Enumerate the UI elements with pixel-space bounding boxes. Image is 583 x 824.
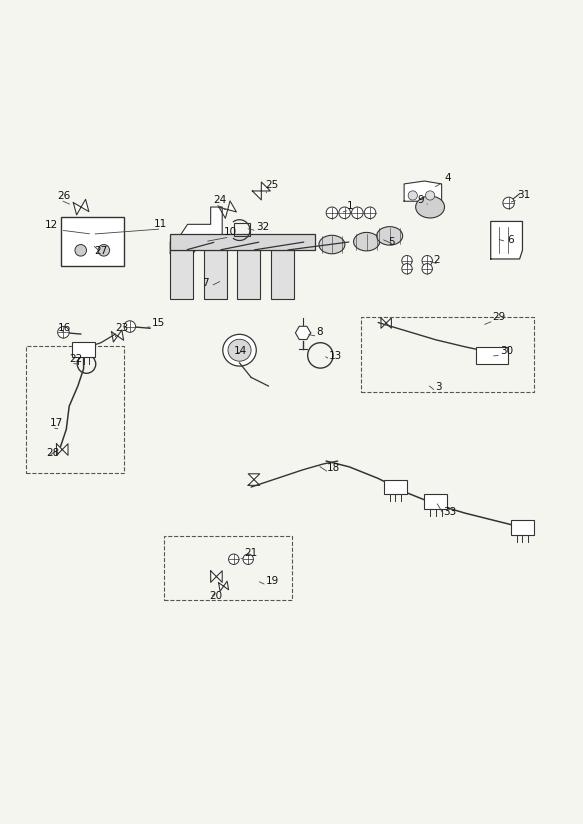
Text: 12: 12 — [44, 220, 58, 231]
Polygon shape — [111, 330, 124, 342]
Circle shape — [426, 191, 435, 200]
Bar — [384, 480, 407, 494]
Text: 33: 33 — [443, 507, 456, 517]
Circle shape — [503, 197, 514, 208]
Polygon shape — [404, 181, 442, 201]
Bar — [170, 234, 315, 250]
Circle shape — [422, 255, 433, 266]
Text: 22: 22 — [69, 354, 82, 364]
Polygon shape — [248, 474, 260, 485]
Polygon shape — [170, 207, 222, 253]
Bar — [476, 347, 508, 364]
Polygon shape — [219, 201, 236, 218]
Circle shape — [402, 255, 412, 266]
Text: 24: 24 — [213, 195, 227, 205]
Text: 9: 9 — [417, 195, 424, 205]
Circle shape — [229, 554, 239, 564]
Polygon shape — [210, 571, 222, 583]
Circle shape — [422, 264, 433, 274]
Circle shape — [326, 207, 338, 218]
Bar — [72, 343, 95, 357]
Bar — [424, 494, 447, 508]
Bar — [271, 250, 294, 299]
Text: 11: 11 — [154, 219, 167, 229]
Ellipse shape — [223, 335, 257, 366]
Text: 29: 29 — [493, 311, 505, 321]
Text: 31: 31 — [517, 190, 530, 200]
Circle shape — [402, 264, 412, 274]
Circle shape — [352, 207, 363, 218]
Text: 8: 8 — [317, 327, 323, 337]
Text: 15: 15 — [152, 318, 165, 328]
Text: 17: 17 — [50, 419, 64, 428]
Circle shape — [408, 191, 417, 200]
Text: 14: 14 — [234, 346, 247, 356]
Circle shape — [339, 207, 350, 218]
Text: 23: 23 — [115, 323, 129, 333]
Text: 20: 20 — [209, 591, 223, 601]
Circle shape — [98, 245, 110, 256]
Bar — [203, 250, 227, 299]
Text: 30: 30 — [501, 346, 514, 356]
Text: 7: 7 — [202, 279, 209, 288]
Ellipse shape — [319, 236, 345, 254]
Bar — [170, 250, 194, 299]
Polygon shape — [381, 318, 391, 328]
Ellipse shape — [353, 232, 380, 250]
Circle shape — [58, 326, 69, 338]
Text: 26: 26 — [58, 191, 71, 201]
Bar — [511, 520, 534, 535]
Text: 10: 10 — [223, 227, 237, 237]
Polygon shape — [296, 326, 311, 339]
Bar — [61, 217, 124, 266]
Text: 18: 18 — [327, 463, 340, 474]
Circle shape — [243, 554, 254, 564]
Text: 1: 1 — [346, 201, 353, 211]
Circle shape — [75, 245, 86, 256]
Polygon shape — [219, 581, 229, 592]
Bar — [237, 250, 261, 299]
Text: 32: 32 — [256, 222, 269, 232]
Ellipse shape — [228, 339, 251, 361]
Bar — [164, 536, 292, 600]
Text: 28: 28 — [46, 448, 59, 458]
Bar — [234, 223, 250, 236]
Text: 16: 16 — [58, 322, 71, 333]
Polygon shape — [73, 199, 89, 215]
Text: 13: 13 — [329, 351, 342, 361]
Circle shape — [124, 321, 136, 332]
Text: 4: 4 — [444, 173, 451, 183]
Text: 27: 27 — [94, 246, 107, 256]
Bar — [26, 345, 124, 473]
Polygon shape — [252, 182, 271, 200]
Text: 2: 2 — [433, 255, 440, 265]
Bar — [361, 316, 534, 391]
Ellipse shape — [377, 227, 403, 245]
Text: 19: 19 — [265, 576, 279, 586]
Polygon shape — [57, 444, 68, 456]
Ellipse shape — [416, 196, 444, 218]
Text: 5: 5 — [388, 237, 395, 247]
Polygon shape — [491, 222, 522, 259]
Text: 3: 3 — [435, 382, 441, 392]
Text: 21: 21 — [244, 548, 258, 559]
Text: 6: 6 — [507, 235, 514, 245]
Text: 25: 25 — [265, 180, 279, 190]
Circle shape — [364, 207, 376, 218]
